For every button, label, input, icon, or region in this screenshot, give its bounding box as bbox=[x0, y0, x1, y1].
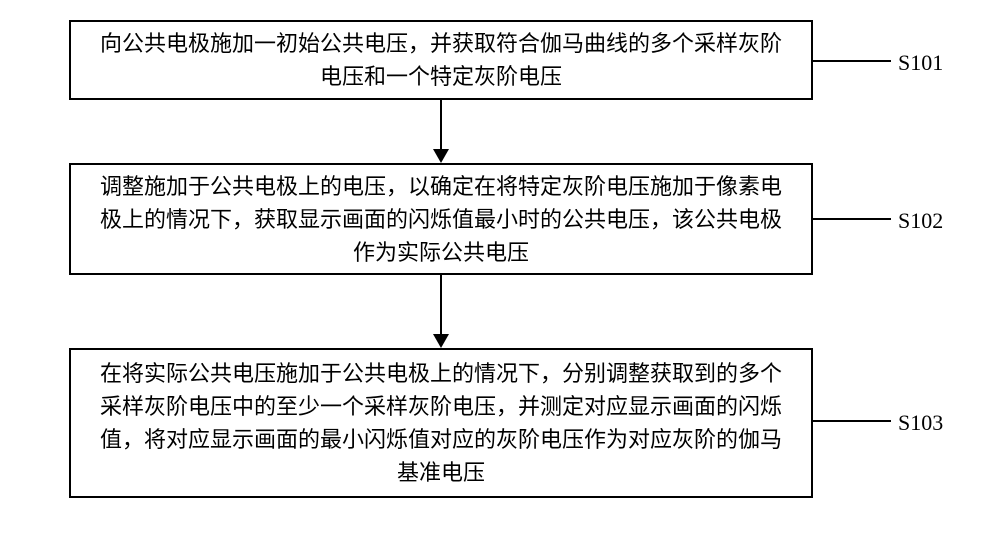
label-connector-line bbox=[813, 218, 891, 220]
flowchart-step-label: S103 bbox=[898, 410, 943, 436]
label-connector-line bbox=[813, 420, 891, 422]
flowchart-arrow-head bbox=[433, 149, 449, 163]
label-connector-line bbox=[813, 60, 891, 62]
flowchart-step-label: S102 bbox=[898, 208, 943, 234]
flowchart-connector-line bbox=[440, 100, 442, 149]
flowchart-arrow-head bbox=[433, 334, 449, 348]
flowchart-step-text: 调整施加于公共电极上的电压，以确定在将特定灰阶电压施加于像素电极上的情况下，获取… bbox=[91, 170, 791, 269]
flowchart-connector-line bbox=[440, 275, 442, 334]
flowchart-container: 向公共电极施加一初始公共电压，并获取符合伽马曲线的多个采样灰阶电压和一个特定灰阶… bbox=[0, 0, 1000, 534]
flowchart-step-box: 在将实际公共电压施加于公共电极上的情况下，分别调整获取到的多个采样灰阶电压中的至… bbox=[69, 348, 813, 498]
flowchart-step-text: 在将实际公共电压施加于公共电极上的情况下，分别调整获取到的多个采样灰阶电压中的至… bbox=[91, 357, 791, 489]
flowchart-step-box: 调整施加于公共电极上的电压，以确定在将特定灰阶电压施加于像素电极上的情况下，获取… bbox=[69, 163, 813, 275]
flowchart-step-text: 向公共电极施加一初始公共电压，并获取符合伽马曲线的多个采样灰阶电压和一个特定灰阶… bbox=[91, 27, 791, 93]
flowchart-step-label: S101 bbox=[898, 50, 943, 76]
flowchart-step-box: 向公共电极施加一初始公共电压，并获取符合伽马曲线的多个采样灰阶电压和一个特定灰阶… bbox=[69, 20, 813, 100]
